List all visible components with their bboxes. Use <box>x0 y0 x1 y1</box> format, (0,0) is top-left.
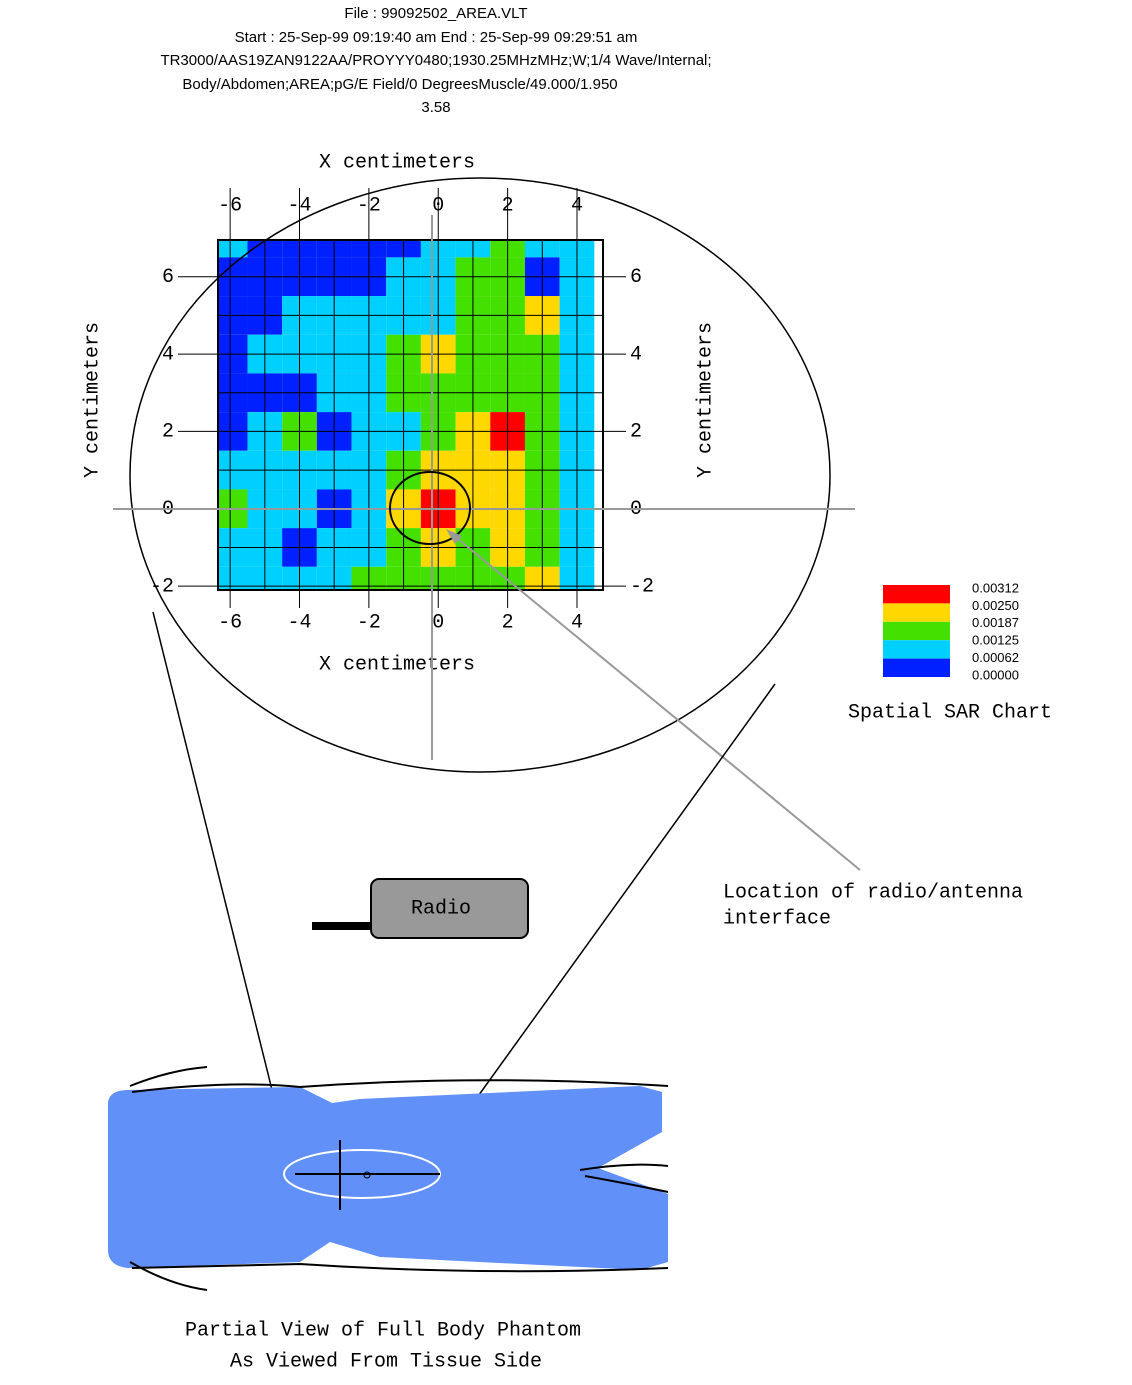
legend-label: 0.00250 <box>972 598 1019 613</box>
legend-label: 0.00125 <box>972 633 1019 648</box>
zoom-ellipse <box>129 177 831 773</box>
projection-line <box>444 683 776 1143</box>
legend-title: Spatial SAR Chart <box>848 701 1052 724</box>
y-tick-label: -2 <box>630 575 654 598</box>
header-line: TR3000/AAS19ZAN9122AA/PROYYY0480;1930.25… <box>160 52 711 69</box>
x-tick-label: 4 <box>571 611 583 634</box>
arrow-head <box>446 529 462 544</box>
y-tick-label: 2 <box>162 421 174 444</box>
center-dot <box>363 1171 371 1179</box>
y-tick-label: -2 <box>150 575 174 598</box>
y-tick-label: 4 <box>630 343 642 366</box>
sar-cell <box>218 566 248 590</box>
y-axis-title: Y centimeters <box>694 322 717 478</box>
legend-swatch <box>883 585 950 604</box>
radio-label: Radio <box>411 897 471 920</box>
pointer-arrow <box>451 533 861 871</box>
legend-label: 0.00312 <box>972 580 1019 595</box>
sar-cell <box>218 240 248 258</box>
projection-line <box>152 611 286 1143</box>
phantom <box>108 1066 669 1291</box>
radio-box <box>370 878 529 939</box>
plot-frame <box>217 239 604 591</box>
y-tick-label: 6 <box>162 266 174 289</box>
x-tick-label: -6 <box>218 194 242 217</box>
legend-swatch <box>883 640 950 659</box>
header: File : 99092502_AREA.VLT Start : 25-Sep-… <box>160 5 711 116</box>
legend-label: 0.00062 <box>972 650 1019 665</box>
annotation: Location of radio/antenna <box>723 881 1023 904</box>
x-tick-label: -4 <box>288 194 312 217</box>
x-axis-title: X centimeters <box>319 653 475 676</box>
y-tick-label: 2 <box>630 421 642 444</box>
x-tick-label: 2 <box>502 611 514 634</box>
annotation: interface <box>723 907 831 930</box>
x-tick-label: 2 <box>502 194 514 217</box>
x-tick-label: -2 <box>357 194 381 217</box>
header-line: 3.58 <box>421 99 450 116</box>
interface-circle <box>389 471 471 545</box>
caption: As Viewed From Tissue Side <box>230 1350 542 1373</box>
phantom-body <box>108 1086 668 1270</box>
antenna <box>312 922 374 930</box>
x-tick-label: -4 <box>288 611 312 634</box>
y-tick-label: 4 <box>162 343 174 366</box>
legend-label: 0.00187 <box>972 615 1019 630</box>
overlay <box>113 177 861 1143</box>
header-line: Body/Abdomen;AREA;pG/E Field/0 DegreesMu… <box>182 76 617 93</box>
x-tick-label: 0 <box>432 194 444 217</box>
x-tick-label: -2 <box>357 611 381 634</box>
x-axis-title: X centimeters <box>319 151 475 174</box>
legend-swatch <box>883 621 950 641</box>
x-tick-label: -6 <box>218 611 242 634</box>
x-tick-label: 4 <box>571 194 583 217</box>
y-tick-label: 6 <box>630 266 642 289</box>
radio: Radio <box>312 878 529 939</box>
legend-swatch <box>883 658 950 677</box>
caption: Partial View of Full Body Phantom <box>185 1319 581 1342</box>
legend-swatch <box>883 603 950 622</box>
header-line: Start : 25-Sep-99 09:19:40 am End : 25-S… <box>235 29 638 46</box>
header-line: File : 99092502_AREA.VLT <box>344 5 527 22</box>
y-axis-title: Y centimeters <box>81 322 104 478</box>
x-tick-label: 0 <box>432 611 444 634</box>
legend-label: 0.00000 <box>972 667 1019 682</box>
phantom-outline <box>129 1066 669 1291</box>
